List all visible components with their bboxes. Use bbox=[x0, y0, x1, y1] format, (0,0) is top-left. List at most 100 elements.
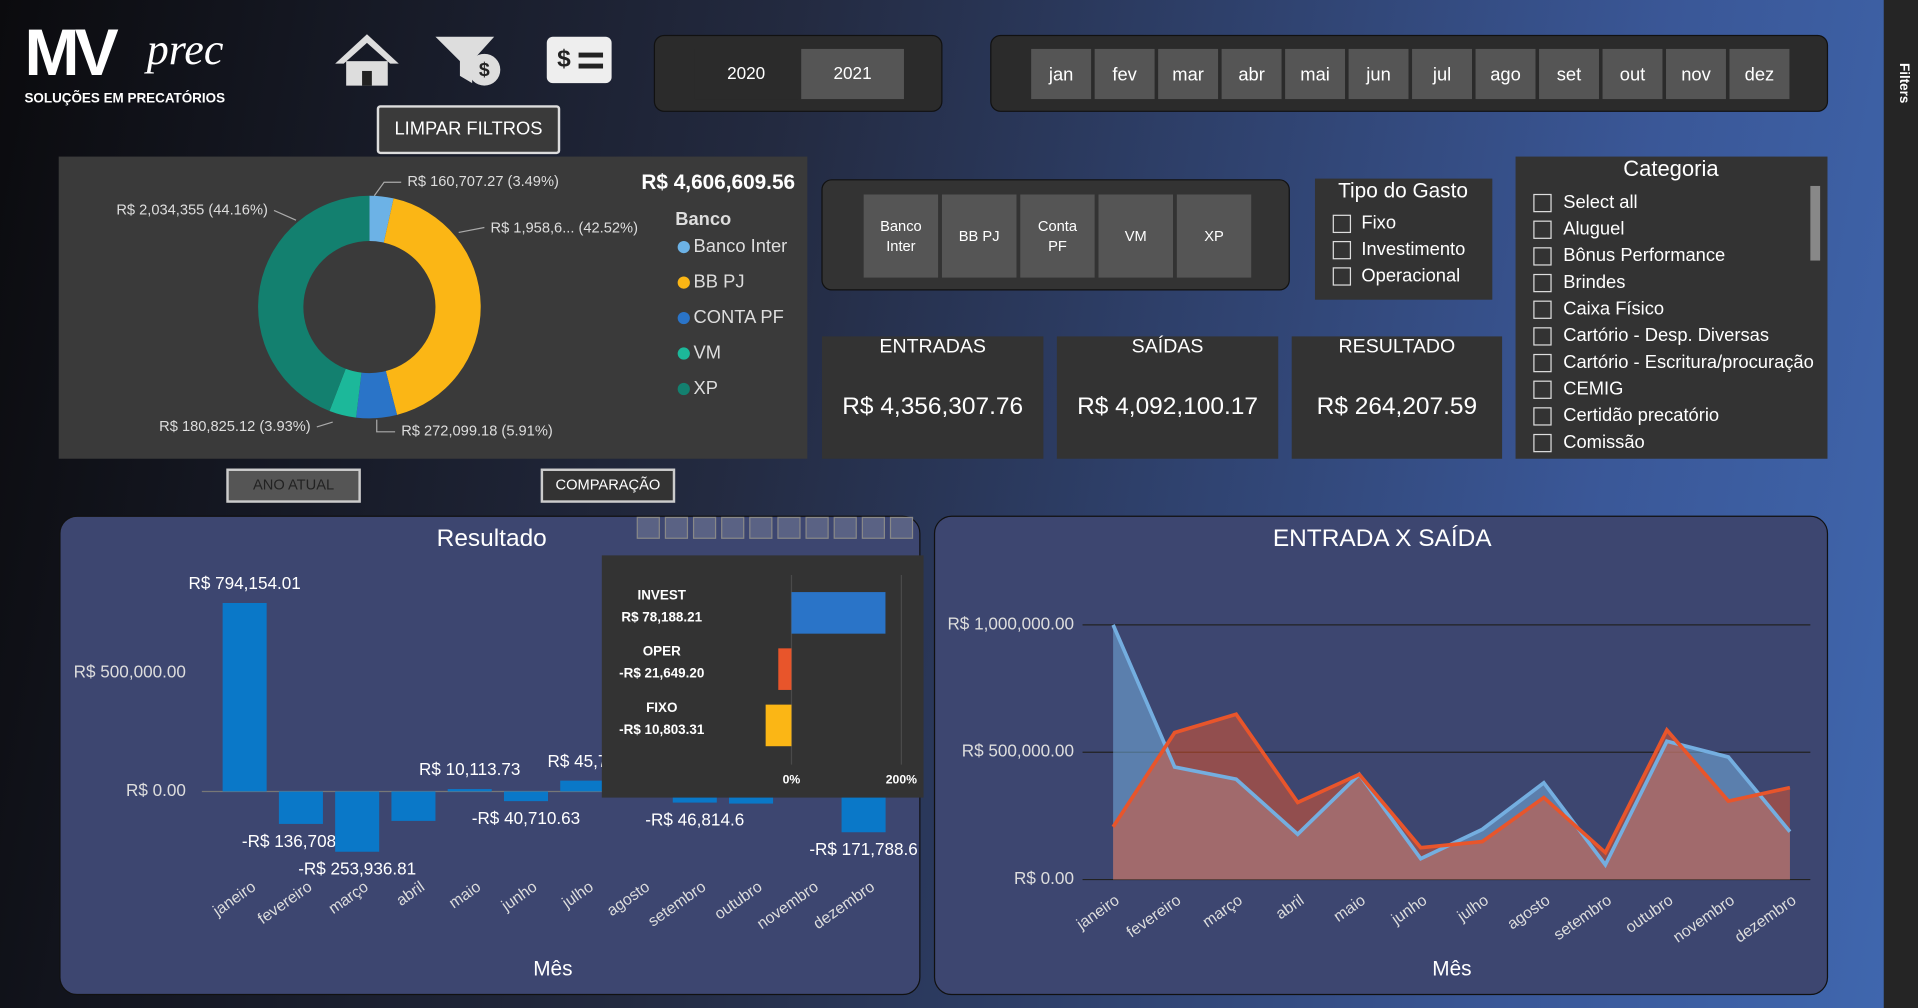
leader-line bbox=[316, 421, 333, 428]
card-icon[interactable]: $ bbox=[546, 36, 612, 84]
year-label: 2020 bbox=[727, 64, 765, 83]
bank-button[interactable]: Conta PF bbox=[1020, 194, 1095, 278]
month-button[interactable] bbox=[1158, 48, 1219, 100]
year-button[interactable] bbox=[694, 48, 798, 100]
bank-button[interactable]: VM bbox=[1098, 194, 1174, 278]
checkbox[interactable] bbox=[1533, 407, 1552, 426]
bar bbox=[278, 791, 323, 824]
clear-button[interactable] bbox=[376, 105, 561, 155]
donut-label: R$ 160,707.27 (3.49%) bbox=[407, 174, 559, 190]
category-item: Caixa Físico bbox=[1563, 298, 1664, 319]
chart-title: Resultado bbox=[437, 525, 547, 552]
category-item: Bônus Performance bbox=[1563, 244, 1725, 265]
tooltip-tool[interactable] bbox=[777, 516, 801, 539]
checkbox[interactable] bbox=[1533, 353, 1552, 373]
year-label: 2021 bbox=[834, 64, 872, 83]
current-year-button[interactable] bbox=[226, 468, 361, 503]
row-label: OPER bbox=[643, 644, 681, 659]
bank-label[interactable]: Banco Inter bbox=[863, 194, 939, 278]
legend-label: Banco Inter bbox=[694, 235, 788, 256]
bar bbox=[222, 603, 267, 792]
clear-label: LIMPAR FILTROS bbox=[394, 118, 542, 139]
checkbox[interactable] bbox=[1332, 267, 1352, 286]
scrollbar[interactable] bbox=[1810, 185, 1821, 261]
checkbox[interactable] bbox=[1533, 273, 1552, 293]
data-label: -R$ 46,814.6 bbox=[645, 810, 744, 829]
bank-button[interactable]: XP bbox=[1176, 194, 1252, 278]
expense-panel bbox=[1314, 178, 1493, 300]
tooltip-tool[interactable] bbox=[721, 516, 745, 539]
bank-button[interactable]: BB PJ bbox=[941, 194, 1017, 278]
data-label: R$ 45,73 bbox=[548, 752, 617, 771]
bar bbox=[335, 791, 380, 852]
y-tick-label: R$ 500,000.00 bbox=[962, 742, 1074, 761]
filters-strip[interactable] bbox=[1883, 0, 1918, 1008]
bank-label[interactable]: VM bbox=[1098, 194, 1174, 278]
year-button[interactable] bbox=[801, 48, 904, 100]
checkbox[interactable] bbox=[1332, 240, 1352, 260]
donut-label: R$ 180,825.12 (3.93%) bbox=[159, 419, 311, 435]
tooltip-tool[interactable] bbox=[636, 516, 660, 539]
category-item: Comissão bbox=[1563, 431, 1644, 452]
month-button[interactable] bbox=[1094, 48, 1155, 100]
legend-dot bbox=[677, 240, 690, 254]
comparison-button[interactable] bbox=[540, 468, 676, 503]
month-label: jul bbox=[1432, 64, 1451, 85]
legend-dot bbox=[677, 276, 690, 289]
category-item: CEMIG bbox=[1563, 378, 1623, 399]
home-icon[interactable] bbox=[335, 34, 399, 86]
bar bbox=[447, 789, 492, 792]
donut-label: R$ 1,958,6... (42.52%) bbox=[491, 221, 638, 237]
bank-button[interactable]: Banco Inter bbox=[863, 194, 939, 278]
month-button[interactable] bbox=[1348, 48, 1409, 100]
month-label: jun bbox=[1365, 64, 1390, 85]
checkbox[interactable] bbox=[1533, 300, 1552, 319]
month-button[interactable] bbox=[1221, 48, 1282, 100]
legend-label: BB PJ bbox=[694, 270, 745, 291]
expense-item: Fixo bbox=[1361, 212, 1396, 233]
month-label: fev bbox=[1112, 64, 1137, 85]
tooltip-tool[interactable] bbox=[889, 516, 914, 539]
month-button[interactable] bbox=[1539, 48, 1599, 100]
expense-item: Investimento bbox=[1361, 238, 1465, 259]
legend-label: VM bbox=[694, 341, 721, 362]
logo-tagline: SOLUÇÕES EM PRECATÓRIOS bbox=[24, 91, 225, 106]
tooltip-tool[interactable] bbox=[749, 516, 773, 539]
bank-label[interactable]: Conta PF bbox=[1020, 194, 1095, 278]
tooltip-tool[interactable] bbox=[805, 516, 829, 539]
checkbox[interactable] bbox=[1533, 433, 1552, 453]
checkbox[interactable] bbox=[1533, 220, 1552, 239]
bank-label[interactable]: BB PJ bbox=[941, 194, 1017, 278]
bar bbox=[791, 592, 886, 634]
tooltip-tool[interactable] bbox=[833, 516, 857, 539]
legend-dot bbox=[677, 347, 690, 360]
checkbox[interactable] bbox=[1533, 247, 1552, 266]
tooltip-tool[interactable] bbox=[664, 516, 689, 539]
month-button[interactable] bbox=[1412, 48, 1473, 100]
filter-icon[interactable]: $ bbox=[435, 36, 501, 86]
kpi-card bbox=[821, 336, 1044, 459]
leader-line bbox=[458, 226, 485, 234]
tooltip-tool[interactable] bbox=[692, 516, 717, 539]
month-button[interactable] bbox=[1602, 48, 1663, 100]
checkbox[interactable] bbox=[1332, 214, 1352, 234]
month-button[interactable] bbox=[1666, 48, 1726, 100]
category-item: Cartório - Escritura/procuração bbox=[1563, 351, 1814, 372]
checkbox[interactable] bbox=[1533, 327, 1552, 346]
checkbox[interactable] bbox=[1533, 193, 1552, 213]
data-label: -R$ 171,788.6 bbox=[809, 840, 917, 859]
kpi-card bbox=[1056, 336, 1279, 459]
donut-slice bbox=[329, 368, 362, 418]
month-button[interactable] bbox=[1285, 48, 1346, 100]
y-tick-label: R$ 0.00 bbox=[1014, 869, 1074, 888]
data-label: -R$ 136,708.12 bbox=[242, 832, 360, 851]
month-button[interactable] bbox=[1475, 48, 1536, 100]
row-amount: -R$ 10,803.31 bbox=[619, 722, 705, 737]
month-button[interactable] bbox=[1031, 48, 1092, 100]
bank-label[interactable]: XP bbox=[1176, 194, 1252, 278]
checkbox[interactable] bbox=[1533, 380, 1552, 399]
tooltip-tool[interactable] bbox=[861, 516, 885, 539]
month-label: jan bbox=[1048, 64, 1073, 85]
month-button[interactable] bbox=[1729, 48, 1790, 100]
